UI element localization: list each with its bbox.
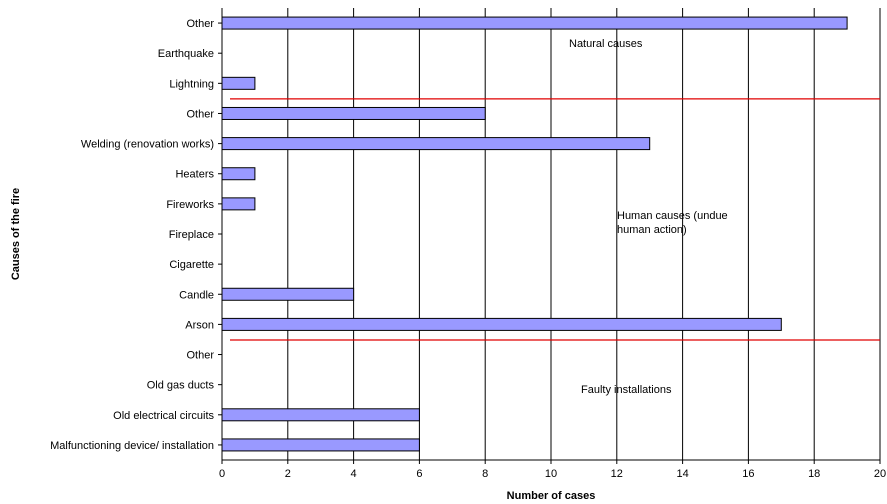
- category-label: Arson: [185, 319, 214, 331]
- category-label: Malfunctioning device/ installation: [50, 440, 214, 452]
- x-tick-labels: 0 2 4 6 8 10 12 14 16 18 20: [219, 460, 886, 480]
- y-axis-title: Causes of the fire: [10, 188, 22, 280]
- category-label: Welding (renovation works): [81, 139, 214, 151]
- category-label: Fireworks: [166, 199, 214, 211]
- category-label: Earthquake: [158, 48, 214, 60]
- x-tick-label: 2: [285, 468, 291, 480]
- bar: [221, 16, 848, 30]
- category-label: Old electrical circuits: [113, 410, 214, 422]
- x-tick-label: 16: [742, 468, 754, 480]
- x-tick-label: 6: [416, 468, 422, 480]
- x-tick-label: 20: [874, 468, 886, 480]
- category-labels: Other Earthquake Lightning Other Welding (re…: [50, 18, 222, 452]
- x-tick-label: 12: [611, 468, 623, 480]
- bar: [221, 76, 256, 90]
- category-label: Other: [186, 18, 214, 30]
- category-label: Other: [186, 108, 214, 120]
- x-tick-label: 4: [351, 468, 357, 480]
- group-annotation: human action): [617, 224, 687, 236]
- x-tick-label: 10: [545, 468, 557, 480]
- group-separators: [230, 98, 880, 341]
- bar: [221, 106, 486, 120]
- grid-lines: [287, 8, 881, 460]
- x-tick-label: 8: [482, 468, 488, 480]
- bar: [221, 167, 256, 181]
- bar: [221, 197, 256, 211]
- x-tick-label: 0: [219, 468, 225, 480]
- x-axis-title: Number of cases: [507, 490, 596, 502]
- bar: [221, 287, 355, 301]
- bar: [221, 137, 651, 151]
- category-label: Old gas ducts: [147, 380, 215, 392]
- category-label: Other: [186, 350, 214, 362]
- group-annotation: Human causes (undue: [617, 210, 728, 222]
- bar: [221, 408, 420, 422]
- bar: [221, 317, 782, 331]
- category-label: Heaters: [175, 169, 214, 181]
- category-label: Cigarette: [169, 259, 214, 271]
- category-label: Lightning: [169, 78, 214, 90]
- x-tick-label: 14: [676, 468, 688, 480]
- group-annotation: Faulty installations: [581, 384, 672, 396]
- group-annotations: Natural causes Human causes (undue human a…: [569, 38, 728, 396]
- category-label: Candle: [179, 289, 214, 301]
- bar: [221, 438, 420, 452]
- category-label: Fireplace: [169, 229, 214, 241]
- group-annotation: Natural causes: [569, 38, 643, 50]
- x-tick-label: 18: [808, 468, 820, 480]
